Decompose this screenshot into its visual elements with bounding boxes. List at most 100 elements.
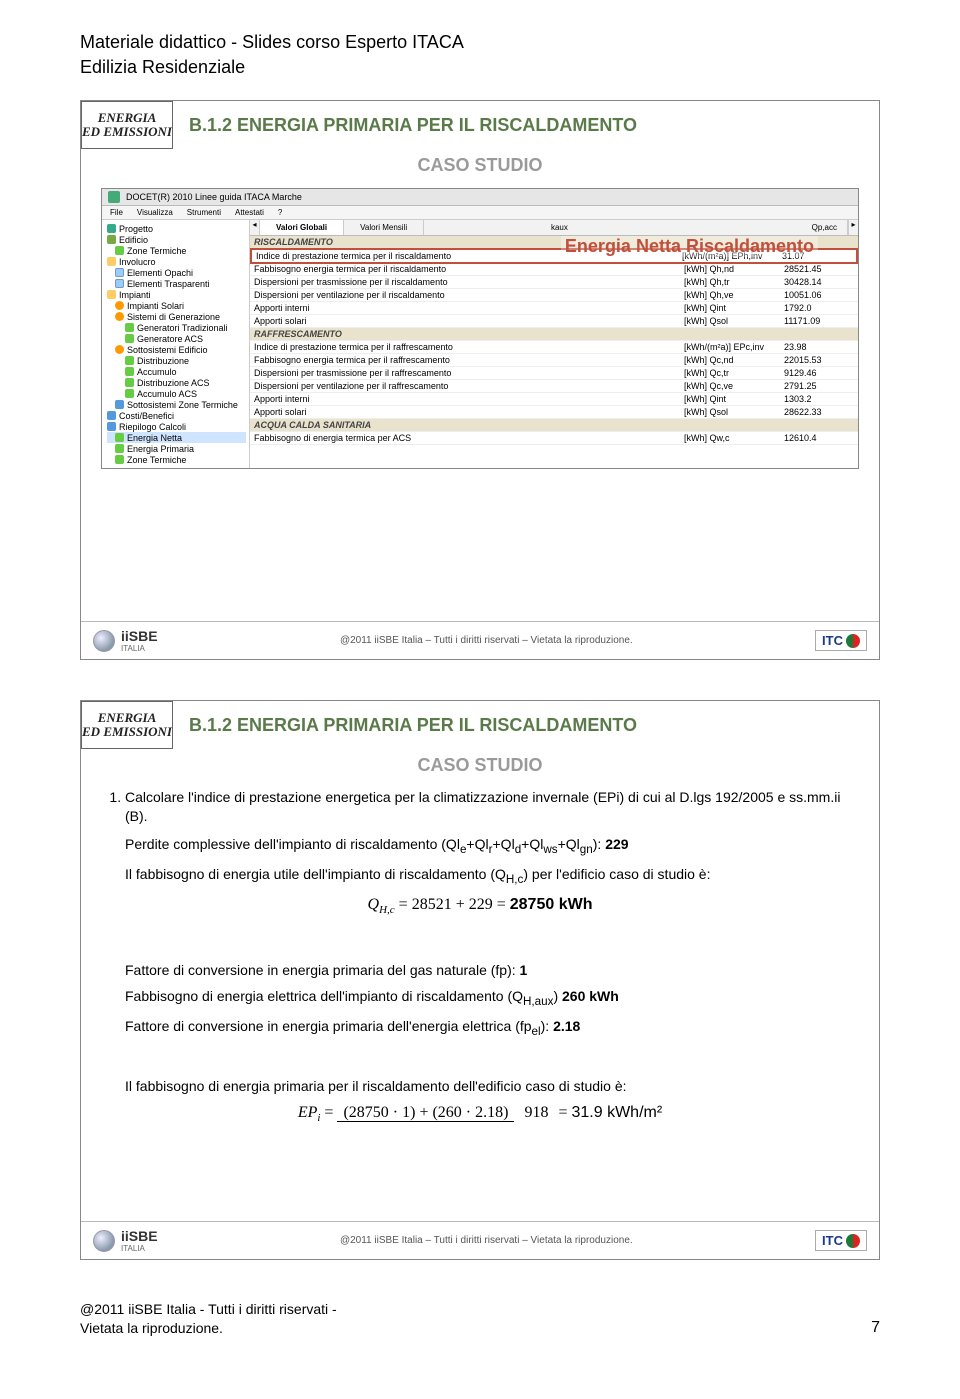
fp-gas-line: Fattore di conversione in energia primar…	[101, 962, 859, 978]
tree-icon	[125, 334, 134, 343]
tree-icon	[115, 433, 124, 442]
menu-item[interactable]: ?	[278, 208, 282, 217]
row-unit: [kWh] Qc,ve	[684, 381, 784, 391]
tree-item[interactable]: Zone Termiche	[107, 454, 246, 465]
tree-icon	[107, 422, 116, 431]
tree-item[interactable]: Riepilogo Calcoli	[107, 421, 246, 432]
menu-item[interactable]: Visualizza	[137, 208, 173, 217]
tree-item-label: Generatori Tradizionali	[137, 323, 228, 333]
page-footer-line-1: @2011 iiSBE Italia - Tutti i diritti ris…	[80, 1300, 337, 1318]
table-row: Apporti interni[kWh] Qint1303.2	[250, 393, 858, 406]
table-row: Dispersioni per ventilazione per il risc…	[250, 289, 858, 302]
tree-item[interactable]: Impianti Solari	[107, 300, 246, 311]
tree-item[interactable]: Distribuzione	[107, 355, 246, 366]
table-row: Apporti interni[kWh] Qint1792.0	[250, 302, 858, 315]
tree-item-label: Sottosistemi Zone Termiche	[127, 400, 238, 410]
table-row: Dispersioni per trasmissione per il raff…	[250, 367, 858, 380]
tree-item-label: Zone Termiche	[127, 246, 186, 256]
page-number: 7	[871, 1319, 880, 1337]
row-label: Fabbisogno di energia termica per ACS	[254, 433, 684, 443]
col-header-qpacc: Qp,acc	[812, 223, 837, 232]
row-label: Indice di prestazione termica per il raf…	[254, 342, 684, 352]
page-footer: @2011 iiSBE Italia - Tutti i diritti ris…	[80, 1300, 880, 1336]
tree-item-label: Edificio	[119, 235, 148, 245]
header-line-1: Materiale didattico - Slides corso Esper…	[80, 30, 880, 55]
itc-logo: ITC	[815, 630, 867, 651]
energy-badge: ENERGIA ED EMISSIONI	[81, 101, 173, 149]
tree-item[interactable]: Edificio	[107, 234, 246, 245]
table-section-header: ACQUA CALDA SANITARIA	[250, 419, 858, 432]
tree-item[interactable]: Sistemi di Generazione	[107, 311, 246, 322]
row-unit: [kWh] Qw,c	[684, 433, 784, 443]
tree-item[interactable]: Costi/Benefici	[107, 410, 246, 421]
overlay-energia-netta: Energia Netta Riscaldamento	[561, 236, 818, 257]
tree-item[interactable]: Accumulo	[107, 366, 246, 377]
tree-item[interactable]: Sottosistemi Zone Termiche	[107, 399, 246, 410]
tree-item[interactable]: Impianti	[107, 289, 246, 300]
tree-item[interactable]: Energia Primaria	[107, 443, 246, 454]
itc-halfmoon-icon	[846, 634, 860, 648]
row-unit: [kWh] Qc,nd	[684, 355, 784, 365]
tree-icon	[115, 246, 124, 255]
tree-icon	[115, 444, 124, 453]
iisbe-sub: ITALIA	[121, 1244, 158, 1253]
row-label: Apporti interni	[254, 394, 684, 404]
calc-step-1: Calcolare l'indice di prestazione energe…	[125, 788, 859, 826]
tree-item[interactable]: Generatore ACS	[107, 333, 246, 344]
tree-item[interactable]: Involucro	[107, 256, 246, 267]
epi-denominator: 918	[518, 1104, 554, 1121]
tree-item-label: Impianti Solari	[127, 301, 184, 311]
tree-item-label: Distribuzione	[137, 356, 189, 366]
row-label: Apporti solari	[254, 316, 684, 326]
iisbe-icon	[93, 1230, 115, 1252]
tree-item[interactable]: Elementi Opachi	[107, 267, 246, 278]
row-unit: [kWh] Qsol	[684, 316, 784, 326]
row-label: Dispersioni per trasmissione per il raff…	[254, 368, 684, 378]
caso-studio-label: CASO STUDIO	[81, 755, 879, 776]
tree-icon	[107, 290, 116, 299]
tree-item[interactable]: Progetto	[107, 223, 246, 234]
iisbe-label: iiSBE	[121, 1228, 158, 1244]
row-value: 10051.06	[784, 290, 854, 300]
tree-item-label: Elementi Opachi	[127, 268, 193, 278]
tree-icon	[115, 312, 124, 321]
tree-icon	[115, 301, 124, 310]
tree-item-label: Zone Termiche	[127, 455, 186, 465]
tree-item-label: Riepilogo Calcoli	[119, 422, 186, 432]
tree-item[interactable]: Distribuzione ACS	[107, 377, 246, 388]
tab-valori-mensili[interactable]: Valori Mensili	[344, 220, 424, 235]
table-row: Dispersioni per trasmissione per il risc…	[250, 276, 858, 289]
menu-item[interactable]: Attestati	[235, 208, 264, 217]
row-value: 1792.0	[784, 303, 854, 313]
tree-item-label: Sistemi di Generazione	[127, 312, 220, 322]
iisbe-sub: ITALIA	[121, 644, 158, 653]
row-label: Fabbisogno energia termica per il raffre…	[254, 355, 684, 365]
app-tree: ProgettoEdificioZone TermicheInvolucroEl…	[102, 220, 250, 468]
tree-item[interactable]: Sottosistemi Edificio	[107, 344, 246, 355]
tree-item[interactable]: Accumulo ACS	[107, 388, 246, 399]
tree-item-label: Generatore ACS	[137, 334, 203, 344]
row-value: 11171.09	[784, 316, 854, 326]
col-header-kaux: kaux	[551, 223, 568, 232]
menu-item[interactable]: File	[110, 208, 123, 217]
fabbisogno-line: Il fabbisogno di energia utile dell'impi…	[101, 866, 859, 886]
tree-item[interactable]: Generatori Tradizionali	[107, 322, 246, 333]
caso-studio-label: CASO STUDIO	[81, 155, 879, 176]
table-row: Dispersioni per ventilazione per il raff…	[250, 380, 858, 393]
formula-qhc: QH,c = 28521 + 229 = 28750 kWh	[101, 896, 859, 916]
slide-title: B.1.2 ENERGIA PRIMARIA PER IL RISCALDAME…	[173, 101, 879, 149]
epi-result: 31.9 kWh/m²	[571, 1104, 662, 1121]
row-unit: [kWh] Qh,tr	[684, 277, 784, 287]
tab-valori-globali[interactable]: Valori Globali	[260, 220, 344, 235]
tree-item-label: Energia Primaria	[127, 444, 194, 454]
badge-line-1: ENERGIA	[98, 111, 157, 125]
tree-item[interactable]: Elementi Trasparenti	[107, 278, 246, 289]
slide-footer: iiSBE ITALIA @2011 iiSBE Italia – Tutti …	[81, 621, 879, 659]
tree-item[interactable]: Energia Netta	[107, 432, 246, 443]
menu-item[interactable]: Strumenti	[187, 208, 221, 217]
tree-item[interactable]: Zone Termiche	[107, 245, 246, 256]
tree-icon	[115, 279, 124, 288]
app-title: DOCET(R) 2010 Linee guida ITACA Marche	[126, 192, 302, 202]
tree-item-label: Involucro	[119, 257, 156, 267]
table-row: Apporti solari[kWh] Qsol28622.33	[250, 406, 858, 419]
